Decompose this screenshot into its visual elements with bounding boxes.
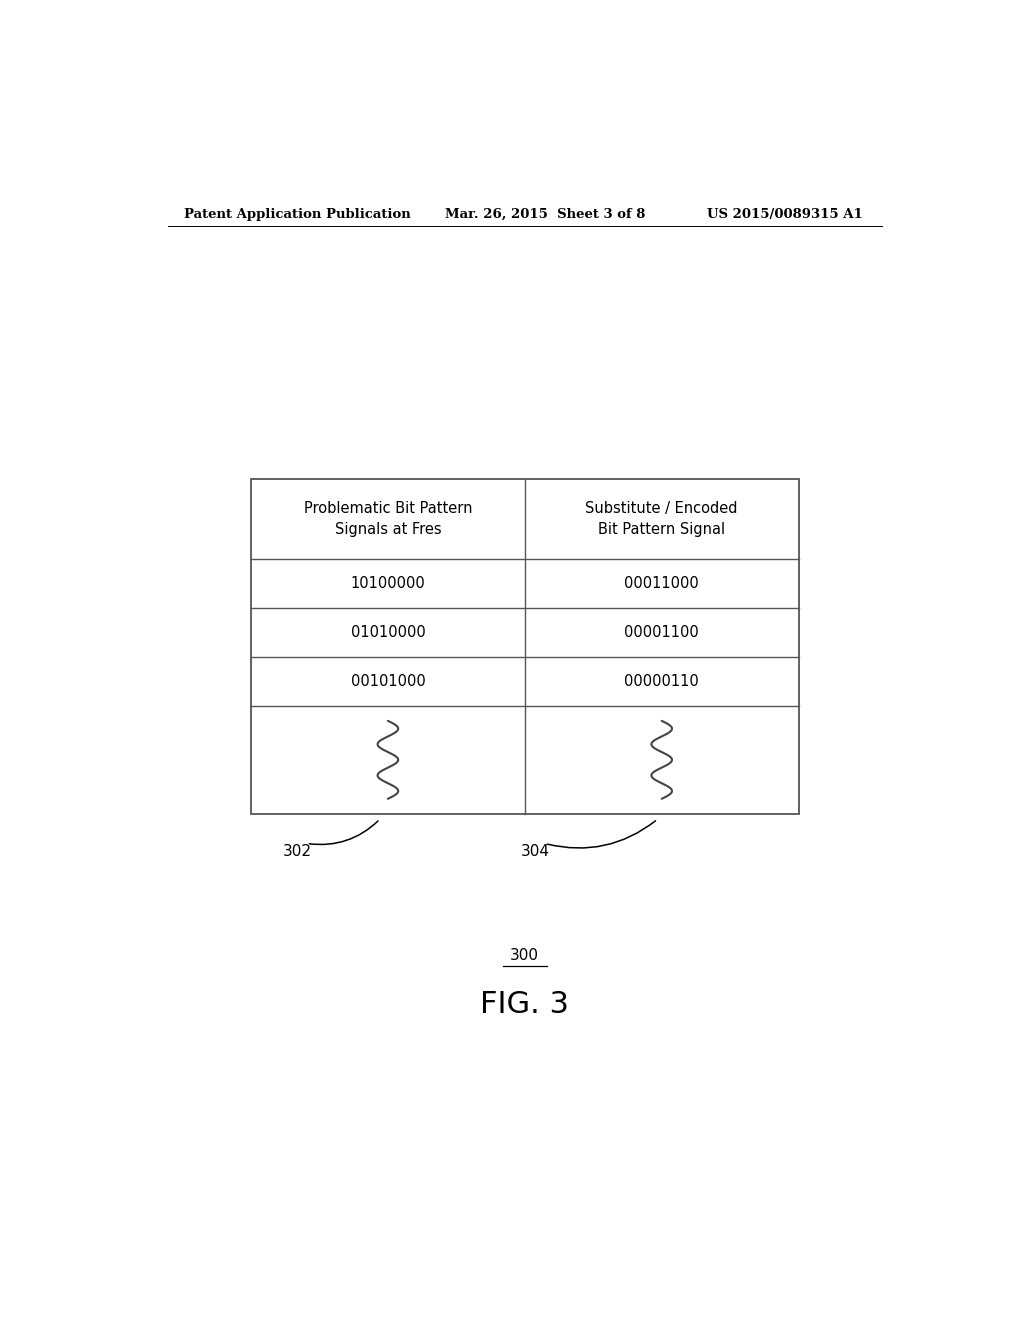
Bar (251, 479, 799, 814)
Text: 00011000: 00011000 (625, 576, 699, 591)
Text: Patent Application Publication: Patent Application Publication (183, 207, 411, 220)
Text: 304: 304 (521, 843, 550, 859)
Text: Mar. 26, 2015  Sheet 3 of 8: Mar. 26, 2015 Sheet 3 of 8 (445, 207, 646, 220)
Text: 10100000: 10100000 (350, 576, 425, 591)
Text: 300: 300 (510, 948, 540, 964)
Text: Problematic Bit Pattern
Signals at Fres: Problematic Bit Pattern Signals at Fres (304, 500, 472, 537)
Text: 302: 302 (283, 843, 311, 859)
Text: 01010000: 01010000 (350, 624, 425, 640)
Text: 00000110: 00000110 (625, 673, 699, 689)
Text: Substitute / Encoded
Bit Pattern Signal: Substitute / Encoded Bit Pattern Signal (586, 500, 738, 537)
Text: US 2015/0089315 A1: US 2015/0089315 A1 (708, 207, 863, 220)
Text: FIG. 3: FIG. 3 (480, 990, 569, 1019)
Text: 00101000: 00101000 (350, 673, 425, 689)
Text: 00001100: 00001100 (625, 624, 699, 640)
